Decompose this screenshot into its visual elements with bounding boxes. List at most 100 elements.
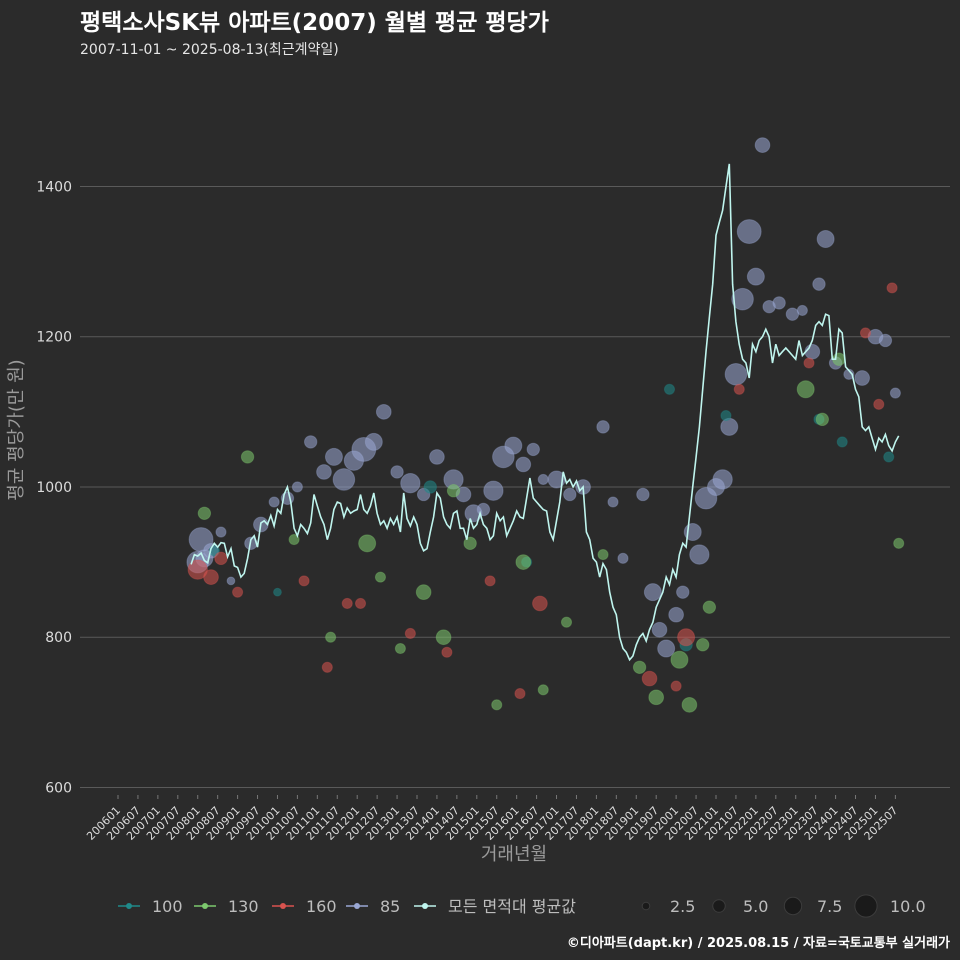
y-tick-label: 1400 [36, 179, 72, 195]
scatter-point-130 [702, 600, 717, 614]
scatter-point-160 [404, 627, 416, 640]
scatter-point-85 [804, 343, 821, 360]
legend-label: 모든 면적대 평균값 [448, 897, 576, 916]
scatter-point-85 [400, 473, 421, 494]
chart-title: 평택소사SK뷰 아파트(2007) 월별 평균 평당가 [80, 10, 549, 36]
y-tick-label: 800 [45, 630, 72, 646]
legend-size-label: 5.0 [743, 897, 768, 916]
scatter-point-160 [203, 569, 219, 585]
scatter-point-85 [816, 230, 835, 249]
scatter-point-160 [670, 680, 682, 692]
scatter-point-85 [526, 442, 540, 457]
scatter-point-130 [446, 484, 461, 498]
scatter-point-85 [268, 496, 280, 508]
scatter-point-130 [374, 571, 387, 583]
y-tick-label: 600 [45, 780, 72, 796]
scatter-point-85 [332, 468, 356, 491]
legend-size-label: 10.0 [890, 897, 926, 916]
scatter-point-85 [689, 544, 710, 565]
scatter-point-100 [720, 410, 732, 422]
scatter-point-100 [273, 587, 282, 597]
scatter-point-160 [298, 575, 310, 587]
grid-lines [80, 185, 950, 788]
legend-size-label: 2.5 [670, 897, 695, 916]
scatter-point-85 [617, 552, 629, 564]
scatter-point-160 [532, 595, 548, 612]
legend-size-circle [712, 899, 726, 913]
scatter-point-85 [676, 585, 690, 599]
scatter-point-160 [514, 688, 526, 700]
scatter-point-85 [324, 447, 343, 466]
scatter-point-85 [504, 436, 523, 455]
scatter-point-85 [390, 465, 404, 479]
legend-size-circle [854, 894, 878, 918]
caption: ©디아파트(dapt.kr) / 2025.08.15 / 자료=국토교통부 실… [567, 935, 950, 951]
scatter-point-85 [724, 362, 748, 386]
scatter-point-85 [889, 387, 901, 399]
scatter-point-85 [772, 296, 786, 310]
scatter-point-130 [597, 549, 609, 561]
scatter-point-85 [429, 449, 445, 465]
scatter-point-160 [859, 327, 872, 339]
scatter-point-85 [515, 456, 532, 473]
scatter-point-130 [240, 450, 255, 464]
scatter-point-85 [291, 481, 303, 493]
scatter-point-85 [316, 464, 332, 480]
scatter-point-130 [681, 696, 698, 713]
y-axis-label: 평균 평당가(만 원) [6, 359, 27, 500]
scatter-point-85 [878, 333, 893, 348]
scatter-point-160 [733, 383, 745, 395]
legend-size-label: 7.5 [817, 897, 842, 916]
legend-swatch-dot [354, 903, 360, 909]
scatter-point-85 [226, 576, 236, 586]
legend-swatch-dot [280, 903, 286, 909]
scatter-point-85 [537, 473, 549, 486]
scatter-point-85 [636, 487, 650, 502]
scatter-point-85 [607, 496, 619, 508]
x-axis-label: 거래년월 [481, 844, 547, 865]
average-line [190, 163, 900, 662]
legend-label: 100 [152, 897, 183, 916]
scatter-point-130 [394, 642, 406, 655]
scatter-point-100 [836, 436, 848, 448]
scatter-point-130 [415, 584, 432, 601]
scatter-point-85 [843, 368, 855, 380]
scatter-point-85 [854, 370, 871, 386]
scatter-point-100 [663, 383, 676, 395]
scatter-point-85 [303, 435, 318, 449]
scatter-point-130 [491, 699, 503, 711]
scatter-point-130 [648, 689, 665, 706]
scatter-point-130 [815, 412, 830, 427]
scatter-point-85 [651, 621, 668, 638]
chart-subtitle: 2007-11-01 ~ 2025-08-13(최근계약일) [80, 42, 339, 58]
scatter-point-130 [358, 534, 377, 553]
scatter-point-85 [476, 502, 491, 517]
scatter-point-85 [746, 267, 765, 286]
scatter-point-160 [641, 670, 658, 687]
scatter-point-130 [325, 631, 337, 643]
legend-label: 85 [380, 897, 400, 916]
scatter-point-85 [657, 639, 676, 658]
scatter-point-130 [670, 650, 689, 669]
scatter-point-160 [354, 597, 367, 609]
scatter-point-85 [736, 219, 762, 244]
scatter-point-160 [886, 282, 898, 294]
legend-swatch-dot [202, 903, 208, 909]
y-tick-label: 1000 [36, 480, 72, 496]
legend-swatch-dot [126, 903, 132, 909]
scatter-point-85 [215, 526, 227, 538]
legend-size-circle [641, 901, 651, 911]
scatter-point-160 [803, 357, 815, 369]
average-line-group [190, 163, 900, 662]
scatter-point-85 [812, 277, 826, 291]
scatter-point-85 [754, 137, 771, 153]
scatter-point-85 [563, 487, 577, 502]
scatter-point-85 [796, 304, 808, 316]
scatter-point-85 [668, 606, 684, 623]
scatter-point-160 [321, 661, 333, 673]
scatter-point-85 [785, 307, 800, 321]
scatter-point-130 [435, 629, 452, 646]
scatter-point-160 [187, 559, 208, 580]
